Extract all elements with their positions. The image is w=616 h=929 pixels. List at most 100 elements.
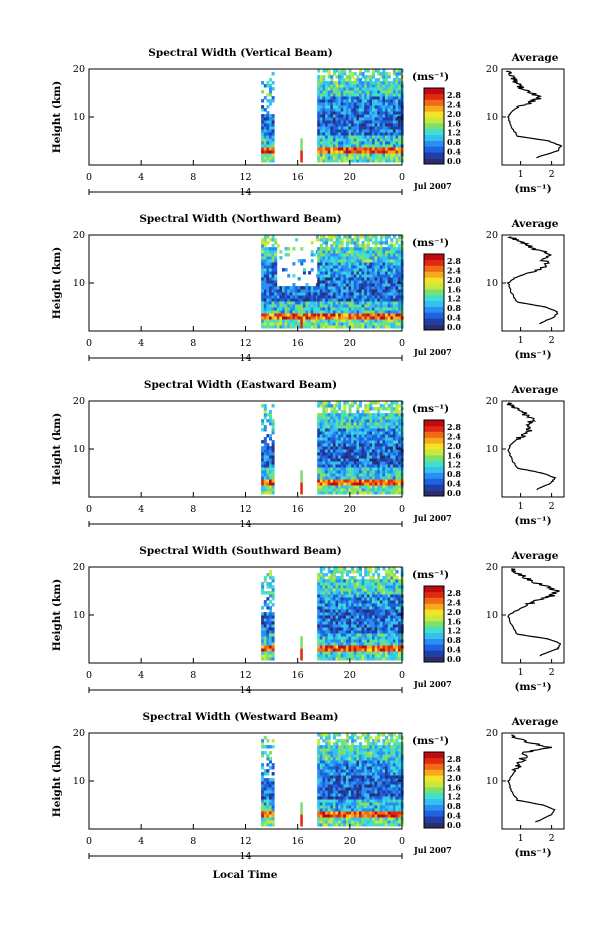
heatmap-cell (374, 467, 378, 471)
heatmap-cell (356, 289, 360, 293)
heatmap-cell (271, 440, 275, 444)
heatmap-cell (359, 603, 362, 607)
heatmap-cell (392, 102, 396, 106)
heatmap-cell (343, 618, 347, 622)
heatmap-cell (263, 310, 267, 314)
heatmap-cell (372, 268, 375, 272)
heatmap-cell (379, 105, 383, 109)
heatmap-cell (305, 310, 309, 314)
heatmap-cell (377, 150, 381, 154)
heatmap-cell (325, 639, 329, 643)
heatmap-cell (340, 588, 344, 592)
heatmap-cell (335, 431, 339, 435)
heatmap-cell (317, 313, 321, 317)
heatmap-cell (338, 464, 342, 468)
heatmap-cell (374, 491, 378, 495)
heatmap-cell (359, 150, 362, 154)
heatmap-cell (353, 313, 357, 317)
heatmap-cell (335, 597, 339, 601)
heatmap-cell (325, 612, 329, 616)
heatmap-cell (372, 485, 375, 489)
heatmap-cell (305, 304, 309, 308)
heatmap-cell (398, 250, 402, 254)
heatmap-cell (392, 434, 396, 438)
y-tick-label: 10 (73, 278, 85, 289)
heatmap-cell (327, 307, 331, 311)
heatmap-cell (377, 455, 381, 459)
heatmap-cell (340, 271, 344, 275)
heatmap-cell (348, 636, 352, 640)
heatmap-cell (266, 129, 270, 133)
heatmap-cell (269, 624, 272, 628)
heatmap-cell (348, 268, 352, 272)
heatmap-cell (395, 407, 399, 411)
heatmap-cell (364, 651, 368, 655)
heatmap-cell (382, 588, 386, 592)
heatmap-cell (398, 615, 402, 619)
heatmap-cell (374, 84, 378, 88)
heatmap-cell (364, 639, 368, 643)
heatmap-cell (302, 310, 306, 314)
heatmap-cell (369, 81, 373, 85)
heatmap-cell (351, 289, 355, 293)
heatmap-cell (317, 289, 321, 293)
heatmap-cell (390, 117, 394, 121)
heatmap-cell (338, 651, 342, 655)
heatmap-cell (361, 621, 365, 625)
heatmap-cell (390, 594, 394, 598)
heatmap-cell (379, 322, 383, 326)
heatmap-cell (353, 72, 357, 76)
heatmap-cell (266, 159, 270, 163)
heatmap-cell (313, 313, 317, 317)
heatmap-cell (353, 96, 357, 100)
heatmap-cell (345, 307, 349, 311)
heatmap-cell (338, 256, 342, 260)
heatmap-cell (374, 99, 378, 103)
heatmap-cell (385, 135, 388, 139)
heatmap-cell (377, 407, 381, 411)
heatmap-cell (319, 461, 323, 465)
heatmap-cell (390, 132, 394, 136)
heatmap-cell (372, 618, 375, 622)
heatmap-cell (390, 301, 394, 305)
heatmap-cell (364, 422, 368, 426)
heatmap-cell (332, 144, 336, 148)
heatmap-cell (340, 286, 344, 290)
heatmap-cell (359, 117, 362, 121)
heatmap-cell (261, 455, 265, 459)
heatmap-cell (356, 159, 360, 163)
heatmap-cell (330, 657, 334, 661)
heatmap-cell (361, 630, 365, 634)
heatmap-cell (387, 651, 391, 655)
heatmap-cell (345, 135, 349, 139)
heatmap-cell (353, 322, 357, 326)
heatmap-cell (390, 576, 394, 580)
heatmap-cell (379, 150, 383, 154)
heatmap-cell (317, 612, 321, 616)
heatmap-cell (369, 78, 373, 82)
heatmap-cell (387, 579, 391, 583)
heatmap-cell (276, 301, 280, 305)
heatmap-cell (340, 132, 344, 136)
colorbar-segment (424, 88, 444, 95)
heatmap-cell (319, 609, 323, 613)
heatmap-cell (364, 443, 368, 447)
heatmap-cell (322, 579, 326, 583)
heatmap-cell (359, 585, 362, 589)
heatmap-cell (271, 280, 275, 284)
heatmap-cell (274, 307, 278, 311)
heatmap-cell (274, 289, 278, 293)
heatmap-cell (395, 156, 399, 160)
heatmap-cell (335, 289, 339, 293)
heatmap-cell (385, 141, 388, 145)
heatmap-cell (372, 289, 375, 293)
heatmap-cell (353, 585, 357, 589)
heatmap-cell (332, 588, 336, 592)
heatmap-cell (292, 307, 296, 311)
x-tick-label: 0 (86, 338, 92, 349)
heatmap-cell (382, 295, 386, 299)
heatmap-cell (319, 428, 323, 432)
heatmap-cell (343, 449, 347, 453)
heatmap-cell (322, 310, 326, 314)
heatmap-cell (340, 440, 344, 444)
